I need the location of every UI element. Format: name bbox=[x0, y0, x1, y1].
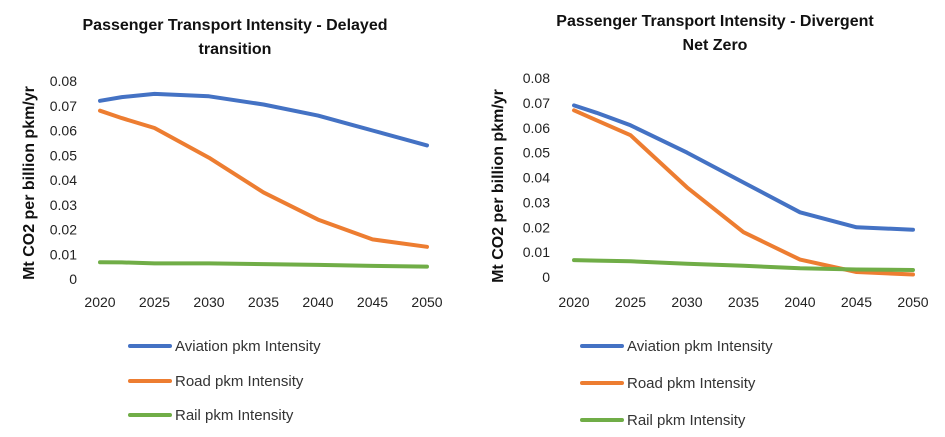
y-tick-label: 0.03 bbox=[50, 197, 77, 213]
x-tick-label: 2045 bbox=[841, 294, 872, 310]
x-tick-label: 2035 bbox=[728, 294, 759, 310]
legend: Aviation pkm Intensity Road pkm Intensity… bbox=[128, 338, 321, 424]
x-tick-label: 2025 bbox=[139, 294, 170, 310]
y-tick-label: 0.05 bbox=[523, 145, 550, 161]
x-tick-label: 2040 bbox=[784, 294, 815, 310]
x-tick-label: 2030 bbox=[193, 294, 224, 310]
series-line-rail bbox=[98, 260, 429, 269]
y-tick-labels: 0 0.01 0.02 0.03 0.04 0.05 0.06 0.07 0.08 bbox=[50, 73, 77, 287]
x-tick-label: 2045 bbox=[357, 294, 388, 310]
chart-divergent-net-zero: Passenger Transport Intensity - Divergen… bbox=[490, 13, 929, 429]
legend-label: Road pkm Intensity bbox=[175, 373, 304, 390]
y-tick-label: 0.07 bbox=[50, 98, 77, 114]
x-tick-label: 2040 bbox=[302, 294, 333, 310]
x-tick-label: 2050 bbox=[411, 294, 442, 310]
y-tick-label: 0 bbox=[542, 269, 550, 285]
x-tick-label: 2025 bbox=[615, 294, 646, 310]
x-tick-label: 2035 bbox=[248, 294, 279, 310]
y-tick-labels: 0 0.01 0.02 0.03 0.04 0.05 0.06 0.07 0.08 bbox=[523, 70, 550, 285]
chart-title-line-2: Net Zero bbox=[683, 37, 748, 54]
x-tick-label: 2030 bbox=[671, 294, 702, 310]
series-line-rail bbox=[572, 258, 915, 272]
chart-title-line-1: Passenger Transport Intensity - Delayed bbox=[83, 17, 388, 34]
y-tick-label: 0.02 bbox=[50, 222, 77, 238]
legend-label: Aviation pkm Intensity bbox=[175, 338, 321, 355]
legend-label: Rail pkm Intensity bbox=[175, 407, 294, 424]
chart-delayed-transition: Passenger Transport Intensity - Delayed … bbox=[21, 17, 443, 424]
series-line-aviation bbox=[98, 91, 429, 148]
y-tick-label: 0.01 bbox=[50, 246, 77, 262]
y-tick-label: 0 bbox=[69, 271, 77, 287]
y-tick-label: 0.03 bbox=[523, 194, 550, 210]
y-tick-label: 0.05 bbox=[50, 147, 77, 163]
chart-title-line-2: transition bbox=[199, 41, 272, 58]
legend: Aviation pkm Intensity Road pkm Intensity… bbox=[580, 338, 773, 429]
series-lines bbox=[98, 91, 429, 269]
series-lines bbox=[572, 103, 915, 277]
legend-label: Rail pkm Intensity bbox=[627, 412, 746, 429]
y-tick-label: 0.06 bbox=[50, 123, 77, 139]
y-tick-label: 0.06 bbox=[523, 120, 550, 136]
series-line-road bbox=[98, 108, 429, 249]
series-line-aviation bbox=[572, 103, 915, 232]
y-tick-label: 0.07 bbox=[523, 95, 550, 111]
series-line-road bbox=[572, 108, 915, 277]
x-tick-label: 2020 bbox=[558, 294, 589, 310]
y-tick-label: 0.02 bbox=[523, 219, 550, 235]
x-tick-labels: 2020 2025 2030 2035 2040 2045 2050 bbox=[84, 294, 442, 310]
y-tick-label: 0.08 bbox=[50, 73, 77, 89]
y-tick-label: 0.08 bbox=[523, 70, 550, 86]
y-tick-label: 0.04 bbox=[523, 170, 550, 186]
y-axis-label: Mt CO2 per billion pkm/yr bbox=[21, 86, 38, 280]
legend-label: Road pkm Intensity bbox=[627, 375, 756, 392]
y-axis-label: Mt CO2 per billion pkm/yr bbox=[490, 89, 507, 283]
x-tick-labels: 2020 2025 2030 2035 2040 2045 2050 bbox=[558, 294, 928, 310]
y-tick-label: 0.04 bbox=[50, 172, 77, 188]
chart-title-line-1: Passenger Transport Intensity - Divergen… bbox=[556, 13, 874, 30]
x-tick-label: 2020 bbox=[84, 294, 115, 310]
x-tick-label: 2050 bbox=[897, 294, 928, 310]
legend-label: Aviation pkm Intensity bbox=[627, 338, 773, 355]
y-tick-label: 0.01 bbox=[523, 244, 550, 260]
